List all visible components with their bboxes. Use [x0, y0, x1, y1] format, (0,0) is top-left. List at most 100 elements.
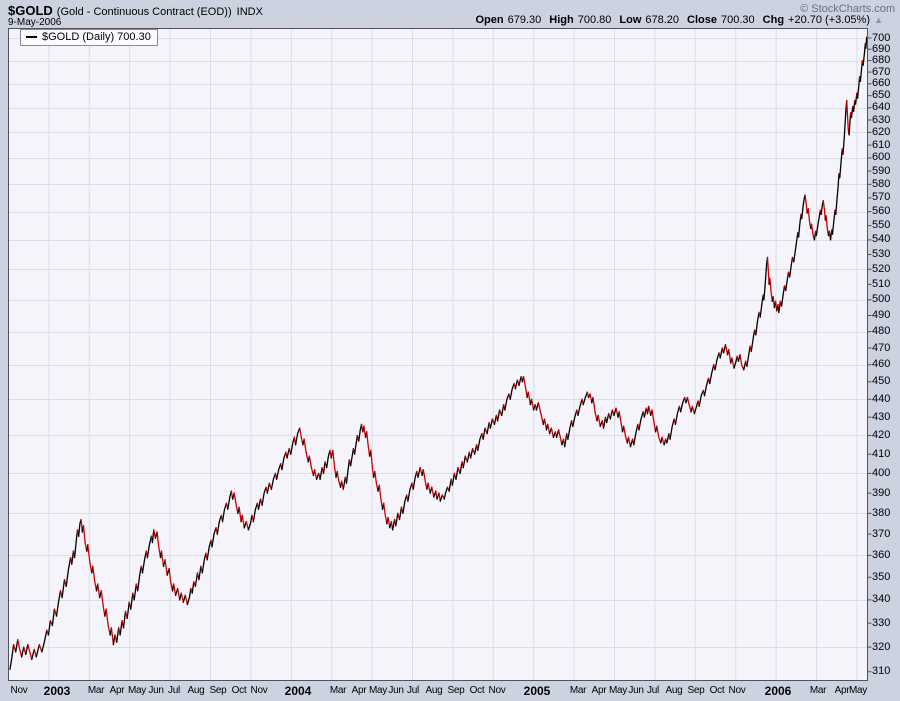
y-axis-label: 520 — [872, 262, 891, 275]
chart-date: 9-May-2006 — [8, 17, 62, 28]
x-axis-label: Nov — [250, 685, 268, 696]
y-axis-label: 460 — [872, 358, 891, 371]
index-type-label: INDX — [236, 6, 263, 18]
x-axis-label: May — [369, 685, 387, 696]
ohlc-summary-row: Open 679.30 High 700.80 Low 678.20 Close 700.30… — [467, 14, 870, 26]
y-axis-label: 670 — [872, 65, 891, 78]
x-axis-label: Mar — [809, 685, 827, 696]
y-axis-label: 570 — [872, 191, 891, 204]
x-axis-label: Sep — [687, 685, 705, 696]
copyright-label: © StockCharts.com — [800, 3, 895, 15]
y-axis-label: 390 — [872, 486, 891, 499]
x-axis-label: Aug — [665, 685, 683, 696]
ohlc-label: Close — [687, 14, 717, 26]
y-axis-label: 600 — [872, 151, 891, 164]
y-axis-label: 410 — [872, 447, 891, 460]
y-axis-label: 650 — [872, 89, 891, 102]
y-axis-label: 320 — [872, 640, 891, 653]
x-axis-label: Mar — [569, 685, 587, 696]
x-axis-label: Apr — [109, 685, 125, 696]
change-up-icon: ▲ — [874, 15, 883, 25]
ohlc-label: Low — [619, 14, 642, 26]
ohlc-label: Open — [475, 14, 504, 26]
y-axis-label: 630 — [872, 113, 891, 126]
legend-box[interactable]: $GOLD (Daily) 700.30 — [20, 29, 158, 46]
gridlines — [9, 29, 867, 680]
axis-ticks — [868, 37, 872, 673]
y-axis-label: 660 — [872, 77, 891, 90]
y-axis-label: 440 — [872, 392, 891, 405]
x-axis-label: Jun — [148, 685, 164, 696]
y-axis-label: 470 — [872, 341, 891, 354]
x-axis-label: May — [609, 685, 627, 696]
y-axis-label: 340 — [872, 593, 891, 606]
x-axis-label: May — [128, 685, 146, 696]
y-axis-label: 620 — [872, 125, 891, 138]
y-axis-label: 420 — [872, 429, 891, 441]
y-axis-label: 360 — [872, 548, 891, 561]
x-axis-label: Apr — [351, 685, 367, 696]
y-axis-label: 350 — [872, 570, 891, 583]
y-axis-label: 430 — [872, 410, 891, 423]
x-axis-label: Mar — [329, 685, 347, 696]
y-axis-label: 480 — [872, 325, 891, 338]
x-axis-label: Nov — [10, 685, 28, 696]
legend-label: $GOLD (Daily) 700.30 — [42, 31, 151, 43]
y-axis-label: 700 — [872, 31, 891, 44]
ohlc-value: 700.30 — [721, 14, 755, 26]
ohlc-label: Chg — [762, 14, 785, 26]
symbol-description: (Gold - Continuous Contract (EOD)) — [56, 6, 232, 18]
x-axis-label: Apr — [834, 685, 850, 696]
y-axis-label: 510 — [872, 277, 891, 290]
y-axis-label: 590 — [872, 164, 891, 177]
chart-header: $GOLD (Gold - Continuous Contract (EOD)) I… — [8, 2, 263, 20]
y-axis-label: 370 — [872, 527, 891, 540]
x-axis-label: Apr — [591, 685, 607, 696]
x-axis-label: Aug — [425, 685, 443, 696]
y-axis-label: 400 — [872, 466, 891, 479]
x-axis-label: Jul — [647, 685, 659, 696]
ohlc-value: 679.30 — [507, 14, 542, 26]
x-axis-label: Nov — [728, 685, 746, 696]
ohlc-value: +20.70 (+3.05%) — [788, 14, 870, 26]
x-axis-label: Sep — [209, 685, 227, 696]
x-axis-label: Jul — [407, 685, 419, 696]
line-swatch-icon — [26, 36, 37, 38]
x-axis-label: 2005 — [523, 684, 551, 698]
y-axis-label: 540 — [872, 233, 891, 246]
y-axis-label: 380 — [872, 506, 891, 519]
x-axis-label: 2004 — [284, 684, 312, 698]
price-line — [9, 36, 868, 670]
y-axis-label: 640 — [872, 101, 891, 114]
ohlc-label: High — [549, 14, 574, 26]
x-axis-label: May — [849, 685, 867, 696]
x-axis-label: Jun — [628, 685, 644, 696]
ohlc-value: 678.20 — [645, 14, 680, 26]
y-axis-label: 450 — [872, 375, 891, 388]
ohlc-value: 700.80 — [577, 14, 612, 26]
x-axis-label: Oct — [231, 685, 247, 696]
x-axis-label: Sep — [447, 685, 465, 696]
x-axis-label: 2003 — [43, 684, 71, 698]
symbol-title: $GOLD — [8, 3, 53, 18]
y-axis-label: 690 — [872, 42, 891, 55]
x-axis-label: Jul — [168, 685, 180, 696]
x-axis-label: Nov — [488, 685, 506, 696]
y-axis-label: 550 — [872, 219, 891, 232]
y-axis-label: 310 — [872, 665, 891, 678]
y-axis-label: 610 — [872, 138, 891, 151]
x-axis-label: Oct — [469, 685, 485, 696]
y-axis-label: 500 — [872, 293, 891, 306]
x-axis-label: Oct — [709, 685, 725, 696]
y-axis-label: 490 — [872, 309, 891, 321]
y-axis-label: 530 — [872, 248, 891, 260]
x-axis-label: 2006 — [764, 684, 792, 698]
x-axis-label: Aug — [187, 685, 205, 696]
y-axis-label: 580 — [872, 177, 891, 190]
y-axis-label: 680 — [872, 54, 891, 67]
y-axis-label: 560 — [872, 205, 891, 218]
y-axis-label: 330 — [872, 616, 891, 629]
x-axis-label: Jun — [388, 685, 404, 696]
